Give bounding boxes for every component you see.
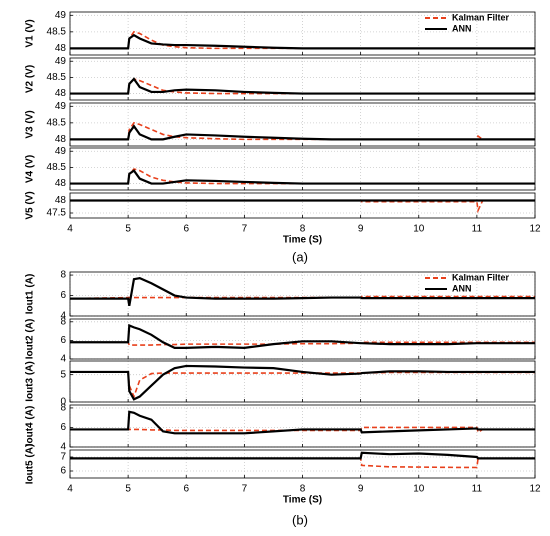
y-tick-label: 48 xyxy=(55,43,67,54)
y-tick-label: 4 xyxy=(60,442,66,453)
x-tick-label: 8 xyxy=(300,484,306,495)
plot-frame xyxy=(69,360,536,403)
series-line xyxy=(70,124,535,141)
y-tick-label: 8 xyxy=(60,316,66,327)
legend-label: ANN xyxy=(452,283,472,293)
series-line xyxy=(70,364,535,401)
y-tick-label: 4 xyxy=(60,311,66,322)
y-tick-label: 6 xyxy=(60,422,66,433)
series-line xyxy=(70,371,535,399)
plot-frame xyxy=(69,11,536,56)
y-tick-label: 6 xyxy=(60,290,66,301)
y-tick-label: 48.5 xyxy=(47,117,67,128)
x-tick-label: 4 xyxy=(67,224,73,235)
y-tick-label: 49 xyxy=(55,56,67,67)
plot-frame xyxy=(69,57,536,101)
plot-frame xyxy=(69,102,536,147)
y-tick-label: 4 xyxy=(60,354,66,365)
y-tick-label: 48 xyxy=(55,88,67,99)
y-axis-label: Iout3 (A) xyxy=(25,361,36,402)
x-tick-label: 7 xyxy=(242,484,248,495)
x-tick-label: 10 xyxy=(413,224,425,235)
y-tick-label: 48.5 xyxy=(47,26,67,37)
x-tick-label: 6 xyxy=(183,224,189,235)
y-axis-label: V3 (V) xyxy=(25,110,36,138)
x-tick-label: 10 xyxy=(413,484,425,495)
y-tick-label: 48 xyxy=(55,178,67,189)
y-axis-label: Iout5 (A) xyxy=(25,444,36,485)
series-line xyxy=(70,451,535,460)
x-tick-label: 12 xyxy=(529,484,541,495)
series-line xyxy=(70,77,535,95)
y-tick-label: 6 xyxy=(60,466,66,477)
subplot: 48 48.5 49 V2 (V) xyxy=(25,56,536,101)
x-tick-label: 7 xyxy=(242,224,248,235)
y-axis-label: V4 (V) xyxy=(25,155,36,183)
x-tick-label: 9 xyxy=(358,484,364,495)
series-line xyxy=(70,276,535,306)
caption: (b) xyxy=(292,512,308,527)
x-tick-label: 5 xyxy=(125,484,131,495)
x-tick-label: 11 xyxy=(472,484,483,495)
plot-frame xyxy=(69,404,536,448)
y-tick-label: 49 xyxy=(55,101,67,112)
plot-frame xyxy=(69,318,536,360)
series-line xyxy=(70,169,535,185)
caption: (a) xyxy=(292,249,308,264)
x-tick-label: 5 xyxy=(125,224,131,235)
x-tick-label: 4 xyxy=(67,484,73,495)
subplot: 0 5 Iout3 (A) xyxy=(25,360,536,408)
subplot: 4 5 6 7 8 9 10 11 12 6 7 Iout5 (A) Time (S) xyxy=(25,444,541,506)
subplot: 4 6 8 Iout2 (A) xyxy=(25,316,536,365)
y-tick-label: 48.5 xyxy=(47,72,67,83)
series-line xyxy=(70,33,535,50)
subplot: 48 48.5 49 V3 (V) xyxy=(25,101,536,147)
subplot: 48 48.5 49 V4 (V) xyxy=(25,146,536,191)
y-axis-label: V1 (V) xyxy=(25,19,36,47)
x-tick-label: 11 xyxy=(472,224,483,235)
subplot: 4 5 6 7 8 9 10 11 12 47.5 48 V5 (V) Time (S) xyxy=(25,191,541,245)
y-tick-label: 48 xyxy=(55,134,67,145)
plot-frame xyxy=(69,449,536,479)
series-line xyxy=(70,323,535,349)
x-tick-label: 9 xyxy=(358,224,364,235)
y-tick-label: 48 xyxy=(55,195,67,206)
x-tick-label: 6 xyxy=(183,484,189,495)
y-axis-label: Iout2 (A) xyxy=(25,319,36,360)
y-tick-label: 49 xyxy=(55,10,67,21)
y-axis-label: Iout1 (A) xyxy=(25,274,36,315)
y-tick-label: 6 xyxy=(60,335,66,346)
y-axis-label: V2 (V) xyxy=(25,65,36,93)
legend-label: Kalman Filter xyxy=(452,272,510,282)
y-tick-label: 8 xyxy=(60,270,66,281)
x-axis-label: Time (S) xyxy=(283,495,322,506)
x-axis-label: Time (S) xyxy=(283,235,322,246)
y-tick-label: 7 xyxy=(60,452,66,463)
subplot: 4 6 8 Iout4 (A) xyxy=(25,403,536,453)
y-tick-label: 49 xyxy=(55,146,67,157)
plot-frame xyxy=(69,147,536,191)
series-line xyxy=(70,410,535,435)
y-tick-label: 48.5 xyxy=(47,162,67,173)
plot-frame xyxy=(69,192,536,219)
y-axis-label: V5 (V) xyxy=(25,191,36,219)
y-tick-label: 0 xyxy=(60,397,66,408)
x-tick-label: 8 xyxy=(300,224,306,235)
x-tick-label: 12 xyxy=(529,224,541,235)
y-axis-label: Iout4 (A) xyxy=(25,406,36,447)
plot-frame xyxy=(69,271,536,317)
legend-label: ANN xyxy=(452,23,472,33)
y-tick-label: 5 xyxy=(60,369,66,380)
legend-label: Kalman Filter xyxy=(452,12,510,22)
y-tick-label: 8 xyxy=(60,403,66,414)
y-tick-label: 47.5 xyxy=(47,208,67,219)
